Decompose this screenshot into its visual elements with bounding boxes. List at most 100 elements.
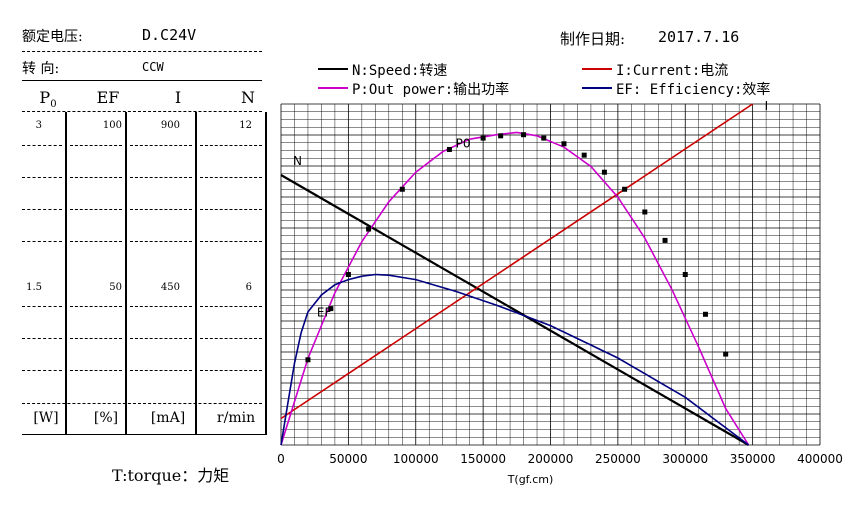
i-mid-value: 450 [160,282,180,293]
n-mid-value: 6 [245,282,252,293]
table-tick [130,306,192,307]
n-unit: r/min [216,410,256,426]
power-marker [480,135,486,141]
power-marker [498,133,504,139]
power-marker [622,186,628,192]
col-separator-3 [195,112,197,434]
x-tick-label: 400000 [797,452,843,466]
table-tick [200,177,262,178]
col-head-i: I [174,88,182,107]
series-line-p [280,131,750,446]
chart-curves [280,103,754,446]
table-tick [200,370,262,371]
header-divider-2 [22,80,262,81]
p-unit: [W] [33,410,59,426]
curve-label-p0: P0 [456,136,471,150]
table-tick [70,338,122,339]
x-axis-label: T(gf.cm) [507,473,554,486]
col-separator-4 [265,112,267,434]
legend-line-speed [318,68,348,70]
power-marker [682,272,688,277]
table-tick [70,370,122,371]
table-bottom-line [22,434,267,435]
table-tick [22,145,62,146]
table-tick [200,306,262,307]
curve-label-n: N [293,154,302,168]
x-tick-label: 100000 [393,452,439,466]
legend-power: P:Out power:输出功率 [352,82,510,98]
table-tick [130,209,192,210]
legend-speed: N:Speed:转速 [352,63,448,79]
ef-mid-value: 50 [109,282,122,293]
table-tick [130,177,192,178]
date-value: 2017.7.16 [658,28,740,46]
x-tick-label: 300000 [662,452,708,466]
power-marker [561,141,567,147]
table-tick [130,370,192,371]
legend-line-current [582,68,612,70]
col-separator-2 [125,112,127,434]
table-tick [130,338,192,339]
table-tick [200,241,262,242]
power-markers [305,132,729,363]
power-marker [662,237,668,243]
col-head-p: P0 [39,88,57,111]
power-marker [521,132,527,138]
x-tick-label: 50000 [329,452,367,466]
x-axis-ticks: 0 50000 100000 150000 200000 250000 300000 3500… [277,452,843,486]
chart-grid [280,103,821,446]
power-marker [702,311,708,317]
table-tick [70,306,122,307]
series-line-ef [280,273,750,446]
col-head-n: N [241,88,255,107]
power-marker [723,351,729,357]
direction-label: 转 向: [22,61,60,77]
table-tick [200,145,262,146]
power-marker [601,169,607,175]
table-tick [22,177,62,178]
x-tick-label: 200000 [528,452,574,466]
table-tick [130,145,192,146]
curve-labels: N I P0 EF [293,99,768,319]
power-marker [446,146,452,152]
ef-max-value: 100 [102,120,122,131]
direction-value: CCW [142,60,164,74]
rated-voltage-value: D.C24V [142,26,197,44]
i-max-value: 900 [160,120,180,131]
series-line-n [280,174,750,446]
power-marker [399,186,405,192]
p-max-value: 3 [35,120,42,131]
power-marker [345,272,351,277]
table-tick [200,209,262,210]
x-tick-label: 250000 [595,452,641,466]
table-tick [70,177,122,178]
power-marker [541,135,547,141]
power-marker [581,152,587,158]
power-marker [366,226,372,232]
header-divider-1 [22,51,262,52]
col-separator-1 [65,112,67,434]
curve-label-ef: EF [317,305,332,319]
table-tick [22,370,62,371]
x-tick-label: 150000 [460,452,506,466]
table-tick [200,338,262,339]
series-line-i [280,103,754,420]
table-tick [22,338,62,339]
table-tick [22,241,62,242]
table-head-divider [22,111,262,112]
curve-label-i: I [765,99,769,113]
n-max-value: 12 [239,120,252,131]
table-tick [22,209,62,210]
table-tick [70,145,122,146]
legend-line-power [318,87,348,89]
x-tick-label: 0 [277,452,285,466]
table-tick [70,209,122,210]
col-head-ef: EF [96,88,120,107]
table-tick [130,241,192,242]
power-marker [305,357,311,363]
power-marker [642,209,648,215]
x-tick-label: 350000 [730,452,776,466]
ef-unit: [%] [93,410,119,426]
legend-efficiency: EF: Efficiency:效率 [616,82,771,98]
